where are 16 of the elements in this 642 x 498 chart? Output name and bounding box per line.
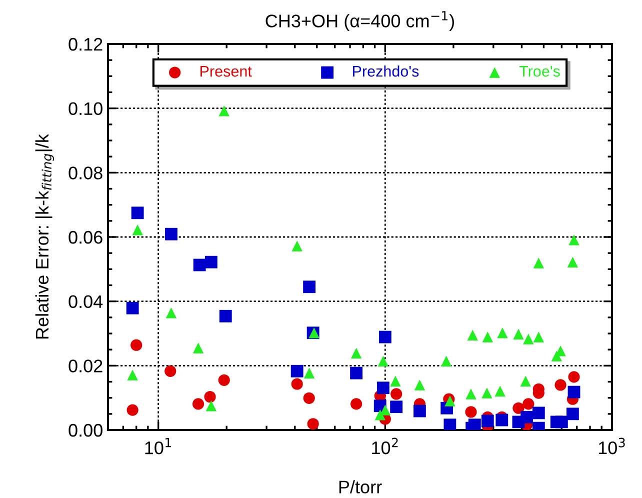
y-tick-label: 0.12 [68, 38, 102, 51]
y-tick-label: 0.02 [68, 360, 102, 372]
x-axis-title: P/torr [339, 480, 382, 494]
x-tick-label: 10$^{1}$ [145, 438, 172, 454]
y-tick-label: 0.08 [68, 166, 102, 180]
y-tick-label: 0.10 [68, 102, 102, 116]
chart-title: CH3+OH (α=400 cm$^{−1}$) [266, 11, 454, 31]
y-tick-label: 0.06 [68, 230, 102, 244]
y-axis-title: Relative Error: |k-k$_{fitting}$|/k [35, 134, 54, 339]
x-tick-label: 10$^{3}$ [598, 438, 625, 454]
legend-label: Present [200, 66, 252, 77]
y-tick-label: 0.00 [68, 424, 102, 437]
y-tick-label: 0.04 [68, 295, 103, 308]
x-tick-label: 10$^{2}$ [372, 438, 398, 454]
legend-label: Troe's [519, 66, 560, 77]
legend-label: Prezhdo's [353, 65, 419, 77]
